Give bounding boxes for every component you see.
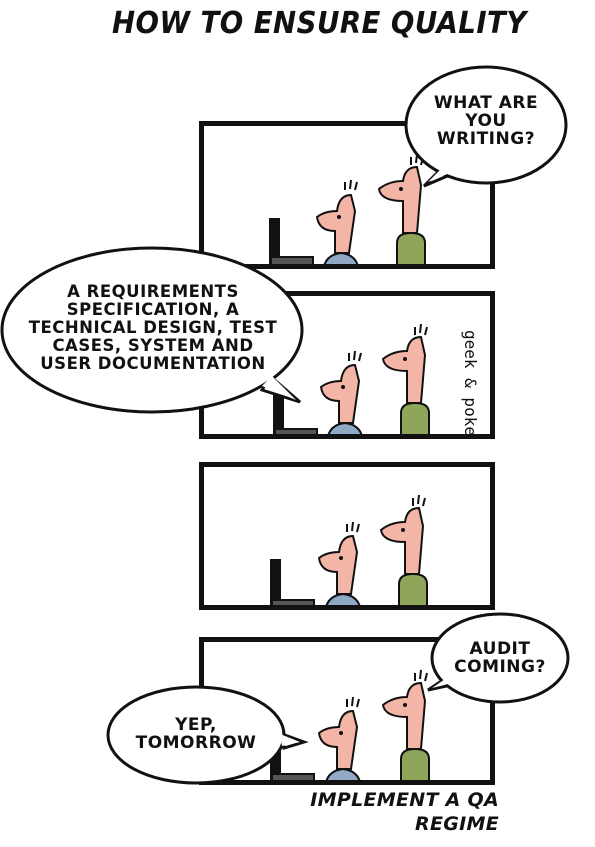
speech-bubble-panel-2 [0,246,304,414]
bubble-line: CASES, SYSTEM AND [52,336,254,355]
standing-man-eye [399,187,403,191]
standing-man-hair [414,669,428,682]
standing-man-head [377,165,423,234]
standing-man-head [381,681,427,750]
bubble-text-panel-4-question: AUDIT COMING? [440,640,560,676]
speech-bubble-panel-4-question [427,612,570,704]
laptop-keyboard [270,256,314,264]
bubble-text-panel-2: A REQUIREMENTS SPECIFICATION, A TECHNICA… [12,283,294,373]
seated-man-head [317,534,359,595]
standing-man-hair [414,323,428,336]
panel-4-scene [270,669,430,780]
bubble-line: YEP, [175,715,217,735]
standing-man-head [379,506,425,575]
comic-title: HOW TO ENSURE QUALITY [112,6,527,41]
laptop-screen [269,218,280,264]
bubble-text-panel-1: WHAT ARE YOU WRITING? [420,94,552,148]
bubble-line: TECHNICAL DESIGN, TEST [28,318,278,337]
bubble-line: WHAT ARE [433,93,539,113]
author-credit: geek & poke [461,330,480,436]
bubble-text-panel-4-answer: YEP, TOMORROW [120,716,272,752]
seated-man-hair [348,350,362,362]
bubble-line: USER DOCUMENTATION [40,354,266,373]
bubble-line: AUDIT [469,639,531,659]
panel-1-scene [269,153,426,264]
comic-caption: IMPLEMENT A QA REGIME [310,788,499,836]
standing-man-eye [403,703,407,707]
seated-man-head [315,193,357,254]
bubble-line: TOMORROW [135,733,257,753]
bubble-line: SPECIFICATION, A [66,300,240,319]
standing-man-eye [401,528,405,532]
seated-man-eye [339,556,343,560]
seated-man-hair [346,696,360,708]
seated-man-head [319,363,361,424]
standing-man-head [381,335,427,404]
bubble-line: COMING? [454,657,546,677]
seated-man-head [317,709,359,770]
standing-man-eye [403,357,407,361]
speech-bubble-panel-4-answer [106,685,309,785]
seated-man-eye [339,731,343,735]
bubble-line: YOU [465,111,507,131]
seated-man-hair [344,179,358,191]
caption-line-1: IMPLEMENT A QA [310,789,499,811]
laptop-screen [273,388,284,434]
seated-man-eye [337,215,341,219]
bubble-line: WRITING? [436,129,536,149]
bubble-line: A REQUIREMENTS [67,282,239,301]
caption-line-2: REGIME [415,813,499,835]
laptop-keyboard [274,428,318,434]
standing-man-hair [412,494,426,507]
panel-3-scene [270,494,428,605]
seated-man-eye [341,385,345,389]
comic-panel-3 [199,462,495,610]
laptop-keyboard [271,599,315,605]
laptop-keyboard [271,773,315,780]
speech-bubble-panel-1 [404,65,568,188]
panel-2-scene [273,323,430,434]
laptop-screen [270,559,281,605]
seated-man-hair [346,521,360,533]
